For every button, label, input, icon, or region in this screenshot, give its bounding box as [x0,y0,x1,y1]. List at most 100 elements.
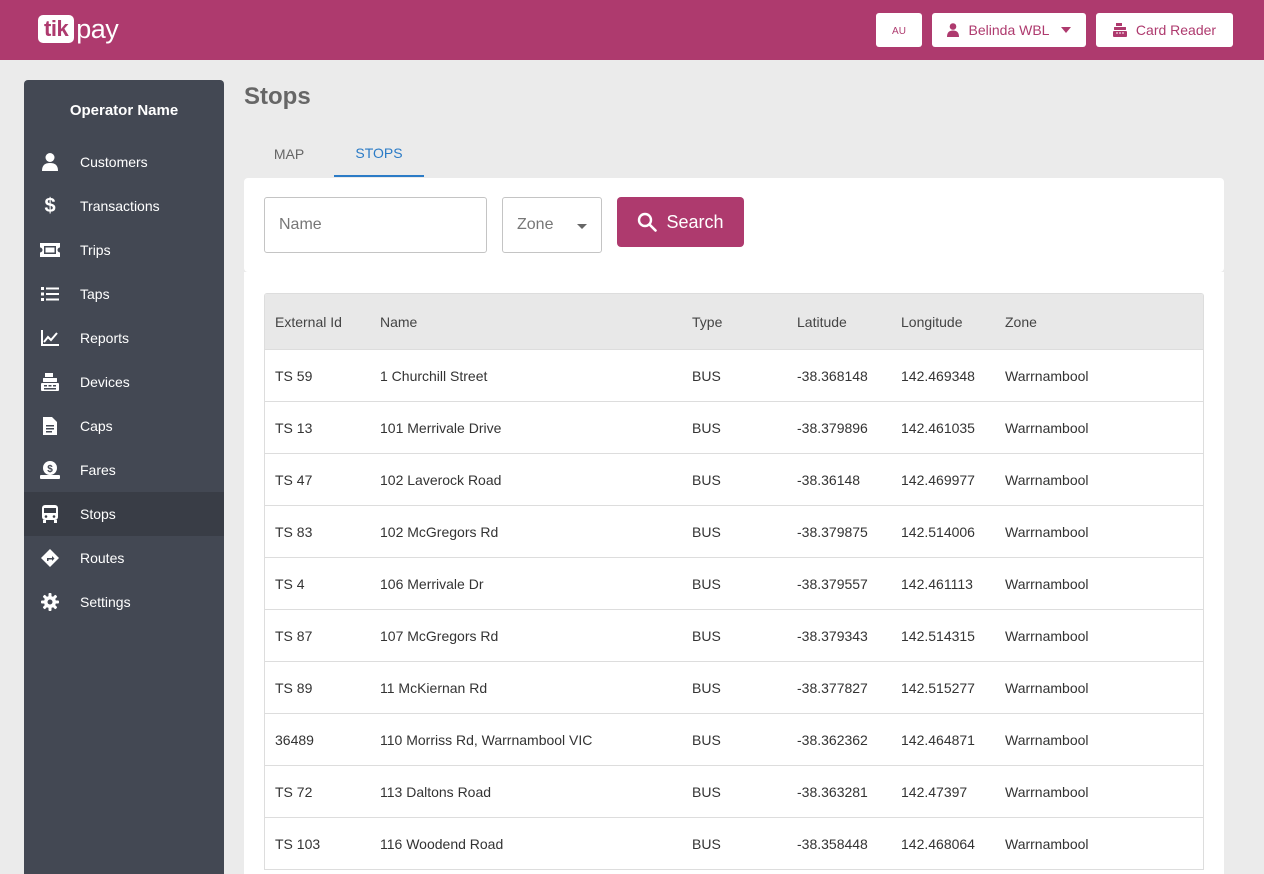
cell-zone: Warrnambool [1005,419,1089,436]
sidebar-item-label: Transactions [80,198,160,214]
list-icon [40,284,60,304]
sidebar-item-label: Routes [80,550,125,566]
sidebar-item-taps[interactable]: Taps [24,272,224,316]
column-header-latitude[interactable]: Latitude [797,313,847,330]
cell-name: 102 McGregors Rd [380,523,499,540]
column-header-name[interactable]: Name [380,313,418,330]
sidebar-item-stops[interactable]: Stops [24,492,224,536]
cell-latitude: -38.377827 [797,679,868,696]
card-reader-button[interactable]: Card Reader [1096,13,1233,47]
cell-longitude: 142.469977 [901,471,975,488]
cell-type: BUS [692,627,721,644]
sidebar-item-caps[interactable]: Caps [24,404,224,448]
table-header-row: External Id Name Type Latitude Longitude… [265,294,1203,350]
table-row[interactable]: TS 59 1 Churchill Street BUS -38.368148 … [265,350,1203,402]
document-icon [40,416,60,436]
cell-longitude: 142.468064 [901,835,975,852]
cell-external-id: TS 72 [275,783,313,800]
sidebar-item-routes[interactable]: Routes [24,536,224,580]
column-header-zone[interactable]: Zone [1005,313,1037,330]
cash-register-icon [40,372,60,392]
user-menu-button[interactable]: Belinda WBL [932,13,1086,47]
table-row[interactable]: TS 103 116 Woodend Road BUS -38.358448 1… [265,818,1203,870]
user-name: Belinda WBL [968,22,1050,38]
cell-latitude: -38.379557 [797,575,868,592]
search-panel: Zone Search [244,178,1224,272]
table-row[interactable]: TS 13 101 Merrivale Drive BUS -38.379896… [265,402,1203,454]
cell-type: BUS [692,367,721,384]
table-row[interactable]: TS 89 11 McKiernan Rd BUS -38.377827 142… [265,662,1203,714]
cell-type: BUS [692,523,721,540]
stops-table: External Id Name Type Latitude Longitude… [264,293,1204,870]
table-row[interactable]: TS 4 106 Merrivale Dr BUS -38.379557 142… [265,558,1203,610]
cell-external-id: TS 59 [275,367,313,384]
cell-type: BUS [692,679,721,696]
table-row[interactable]: TS 47 102 Laverock Road BUS -38.36148 14… [265,454,1203,506]
column-header-type[interactable]: Type [692,313,723,330]
cell-type: BUS [692,575,721,592]
sidebar-item-label: Caps [80,418,113,434]
cell-type: BUS [692,419,721,436]
operator-name: Operator Name [69,101,179,119]
sidebar-item-label: Taps [80,286,110,302]
table-row[interactable]: TS 83 102 McGregors Rd BUS -38.379875 14… [265,506,1203,558]
logo-tik: tik [38,15,75,43]
name-search-input[interactable] [264,197,487,253]
table-row[interactable]: 36489 110 Morriss Rd, Warrnambool VIC BU… [265,714,1203,766]
cell-longitude: 142.461035 [901,419,975,436]
cell-external-id: TS 47 [275,471,313,488]
person-icon [40,152,60,172]
zone-select-label: Zone [517,216,554,233]
sidebar-item-label: Devices [80,374,130,390]
region-label: AU [892,26,906,37]
tikpay-logo[interactable]: tik pay [38,13,119,45]
cell-name: 102 Laverock Road [380,471,502,488]
column-header-longitude[interactable]: Longitude [901,313,963,330]
cell-longitude: 142.469348 [901,367,975,384]
tab-stops[interactable]: STOPS [334,130,424,177]
cell-latitude: -38.379875 [797,523,868,540]
search-icon [637,212,666,232]
cell-longitude: 142.464871 [901,731,975,748]
cell-zone: Warrnambool [1005,783,1089,800]
cell-latitude: -38.379896 [797,419,868,436]
sidebar-item-customers[interactable]: Customers [24,140,224,184]
region-button[interactable]: AU [876,13,922,47]
bus-icon [40,504,60,524]
cell-external-id: TS 83 [275,523,313,540]
sidebar-item-label: Reports [80,330,130,346]
zone-select[interactable]: Zone [502,197,602,253]
column-header-external-id[interactable]: External Id [275,313,342,330]
table-row[interactable]: TS 87 107 McGregors Rd BUS -38.379343 14… [265,610,1203,662]
caret-down-icon [577,224,587,229]
stops-table-panel: External Id Name Type Latitude Longitude… [244,272,1224,874]
cell-longitude: 142.514006 [901,523,975,540]
cell-latitude: -38.36148 [797,471,861,488]
sidebar-item-devices[interactable]: Devices [24,360,224,404]
cell-type: BUS [692,783,721,800]
search-button[interactable]: Search [617,197,744,247]
page-title: Stops [244,83,311,110]
cell-type: BUS [692,835,721,852]
sidebar-item-label: Trips [80,242,111,258]
svg-text:$: $ [47,464,53,475]
cell-name: 113 Daltons Road [380,783,492,800]
cell-name: 11 McKiernan Rd [380,679,488,696]
cell-external-id: TS 103 [275,835,321,852]
cell-latitude: -38.358448 [797,835,868,852]
sidebar-item-reports[interactable]: Reports [24,316,224,360]
cell-latitude: -38.362362 [797,731,868,748]
card-reader-label: Card Reader [1135,22,1217,38]
sidebar-item-trips[interactable]: Trips [24,228,224,272]
sidebar-item-transactions[interactable]: $ Transactions [24,184,224,228]
logo-pay: pay [76,13,119,44]
gear-icon [40,592,60,612]
sidebar-item-settings[interactable]: Settings [24,580,224,624]
cell-zone: Warrnambool [1005,679,1089,696]
table-row[interactable]: TS 72 113 Daltons Road BUS -38.363281 14… [265,766,1203,818]
dollar-icon: $ [44,194,56,217]
tab-map[interactable]: MAP [273,145,305,162]
sidebar-item-fares[interactable]: $ Fares [24,448,224,492]
cell-latitude: -38.363281 [797,783,868,800]
cell-name: 1 Churchill Street [380,367,488,384]
